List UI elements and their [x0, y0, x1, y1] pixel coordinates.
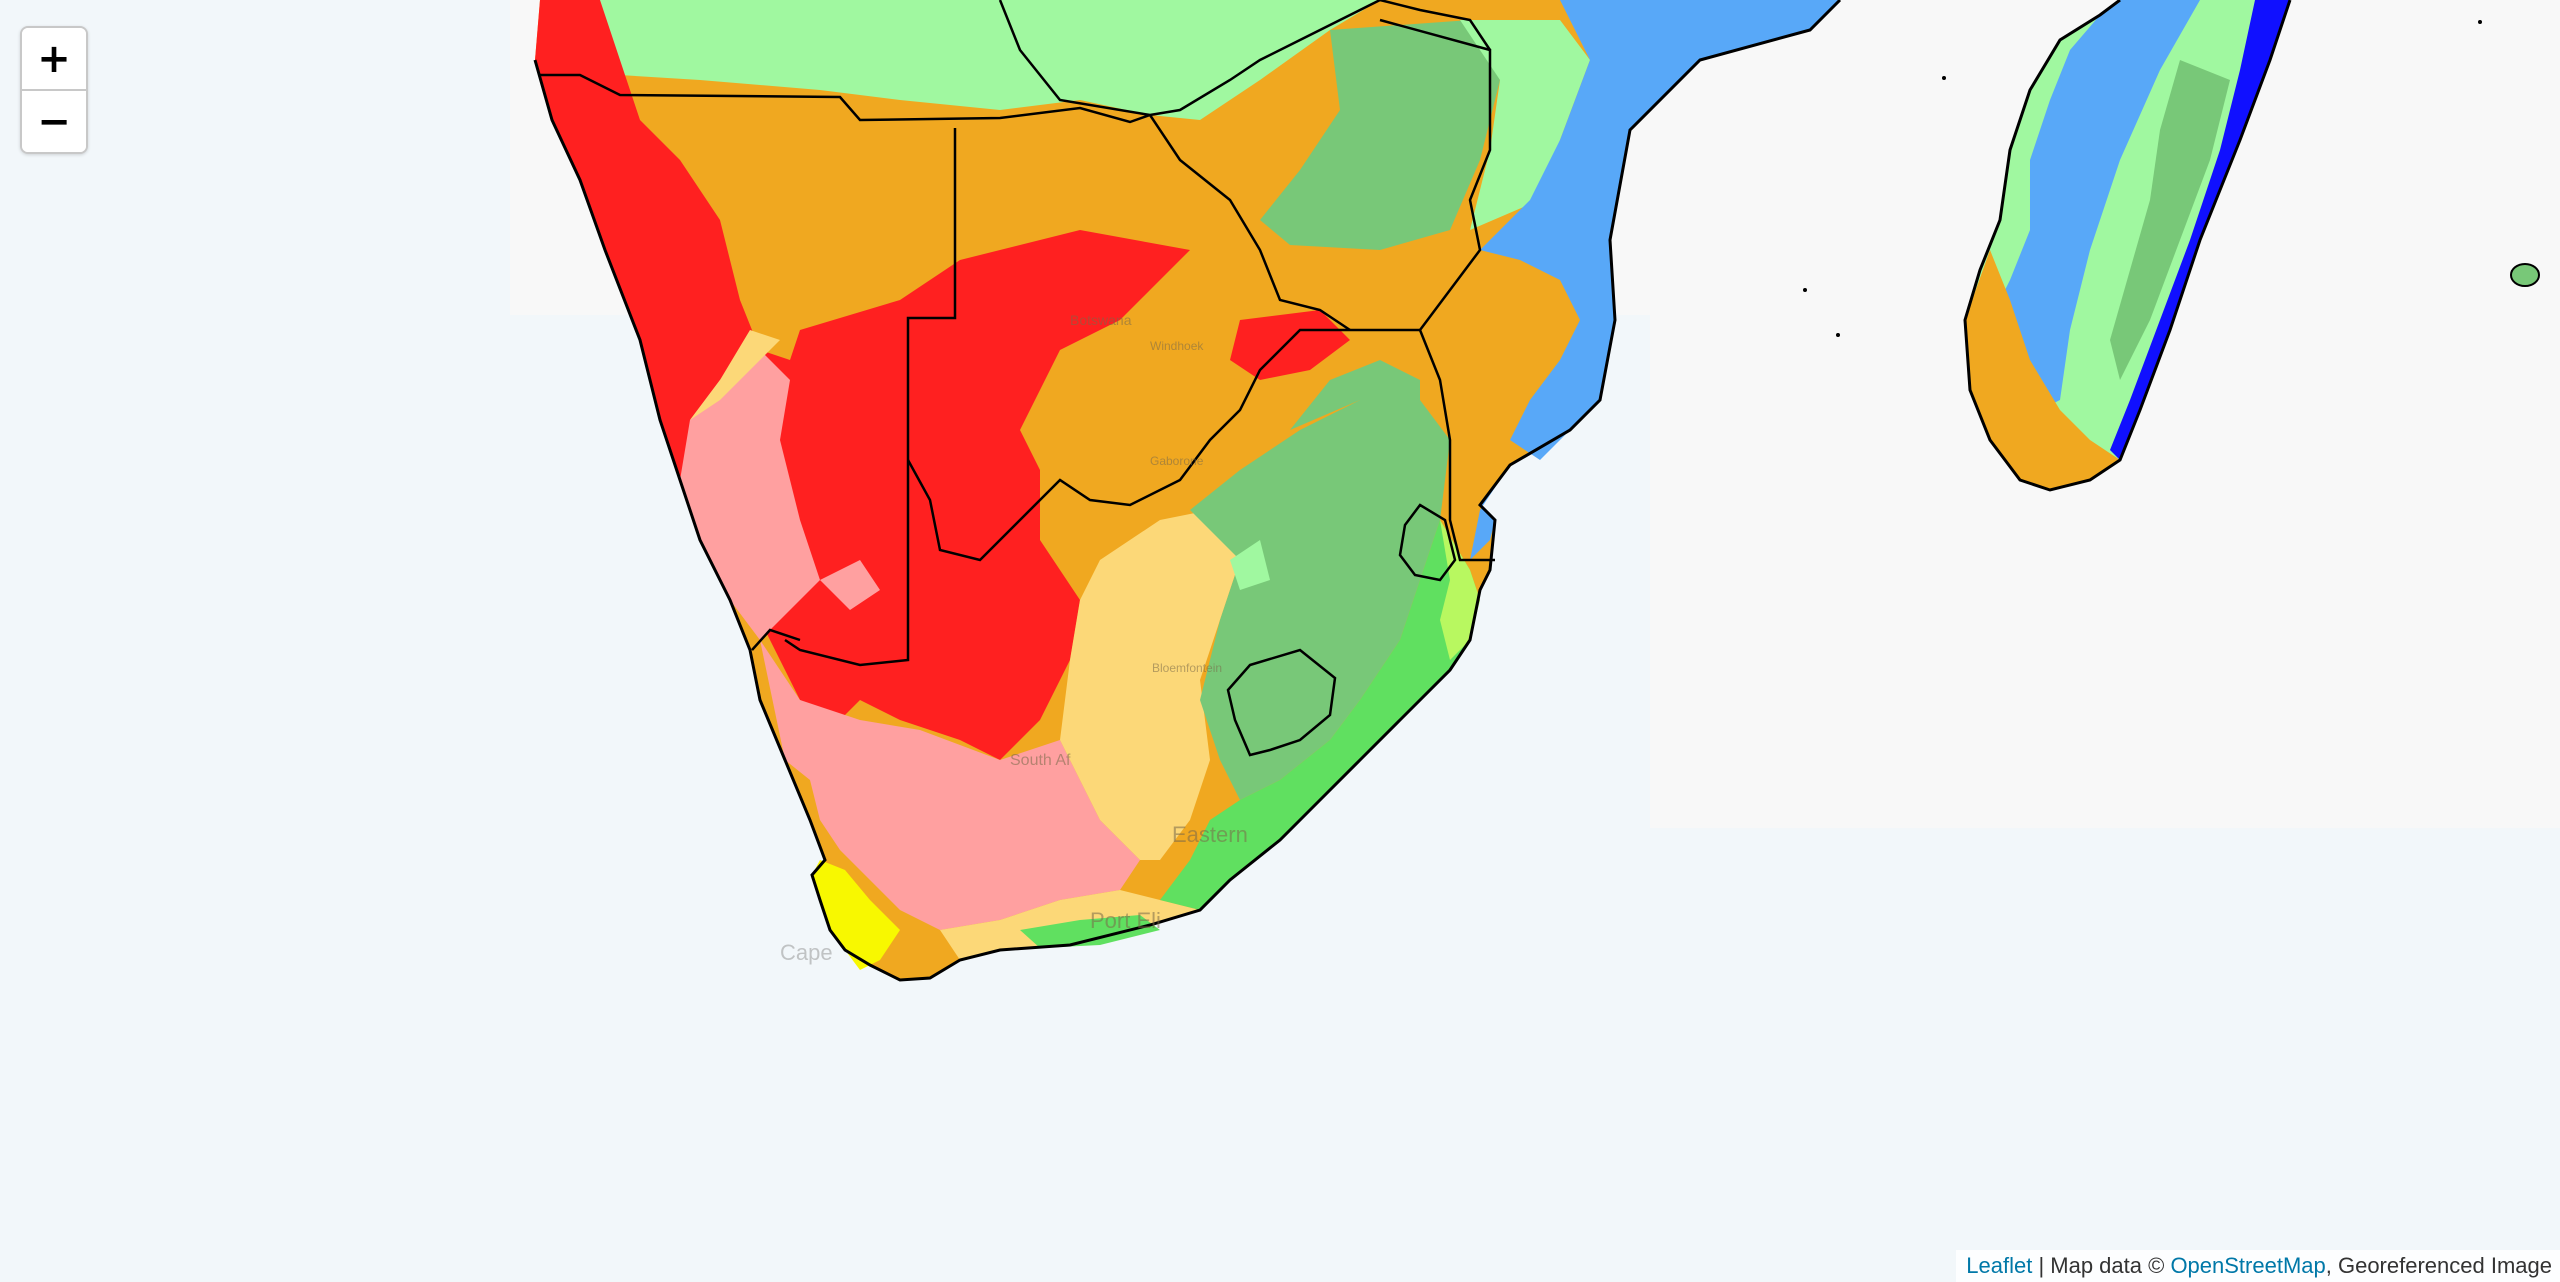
zone-highland-highveld: [1190, 400, 1450, 800]
attribution-separator: | Map data ©: [2032, 1253, 2171, 1278]
border-namibia-botswana: [784, 128, 957, 667]
zone-temperate-dry-winter-pocket: [1230, 540, 1270, 590]
border-botswana-sa: [906, 328, 1350, 562]
label-gaborone: Gaborone: [1150, 454, 1204, 468]
border-eswatini: [1398, 503, 1457, 582]
zone-highland-north-sa: [1290, 360, 1420, 430]
zone-temperate-dry-winter-east: [1440, 520, 1480, 660]
label-eastern-cape: Eastern: [1172, 822, 1248, 847]
zone-highland-north: [1260, 20, 1500, 250]
border-sa-mozambique: [1418, 329, 1495, 562]
zone-monsoon-south: [1470, 465, 1510, 560]
label-bloemfontein: Bloemfontein: [1152, 661, 1222, 675]
border-angola-namibia: [540, 73, 1151, 124]
border-malawi: [1379, 0, 1492, 51]
label-port-elizabeth: Port Eli: [1090, 908, 1161, 933]
label-cape-town: Cape: [780, 940, 833, 965]
zone-savanna-north: [580, 0, 1380, 120]
zone-monsoon-madagascar-west: [1990, 0, 2200, 420]
islet-3: [1803, 288, 1807, 292]
label-south-africa: South Af: [1010, 752, 1071, 769]
zone-desert-cold-karoo: [760, 640, 1140, 930]
zoom-out-button[interactable]: −: [22, 91, 86, 152]
zoom-control: + −: [20, 26, 88, 154]
zone-temperate-south-coast: [1020, 915, 1160, 948]
zoom-in-button[interactable]: +: [22, 28, 86, 91]
zone-monsoon-mozambique: [1480, 0, 1840, 460]
openstreetmap-link[interactable]: OpenStreetMap: [2170, 1253, 2326, 1278]
zone-mediterranean-wcape: [812, 860, 900, 970]
label-botswana: Botswana: [1070, 312, 1132, 328]
label-windhoek: Windhoek: [1150, 339, 1204, 353]
border-zambia-zimbabwe: [998, 0, 1381, 117]
zone-steppe-cold-central: [1060, 510, 1240, 860]
zone-desert-cold-pocket: [820, 560, 880, 610]
border-lesotho: [1226, 648, 1337, 757]
zone-desert-hot-west: [535, 0, 1190, 760]
border-botswana-zimbabwe: [1148, 114, 1351, 332]
zone-highland-madagascar: [2110, 60, 2230, 380]
zone-steppe-madagascar-sw: [1965, 250, 2120, 490]
africa-coastline: [533, 0, 1842, 982]
leaflet-link[interactable]: Leaflet: [1966, 1253, 2033, 1278]
border-namibia-sa-river: [751, 628, 801, 651]
zone-rainforest-madagascar: [2110, 0, 2290, 460]
zone-temperate-east-coast: [1160, 520, 1480, 910]
reunion-island: [2510, 263, 2540, 287]
attribution-suffix: , Georeferenced Image: [2325, 1253, 2552, 1278]
islet-1: [1942, 76, 1946, 80]
islet-2: [2478, 20, 2482, 24]
zone-savanna-east: [1460, 20, 1590, 230]
attribution-bar: Leaflet | Map data © OpenStreetMap, Geor…: [1956, 1250, 2560, 1282]
madagascar-coastline: [1963, 0, 2292, 492]
zone-steppe-cold-west: [690, 330, 780, 420]
zone-desert-hot-botswana: [1230, 310, 1350, 380]
islet-4: [1836, 333, 1840, 337]
